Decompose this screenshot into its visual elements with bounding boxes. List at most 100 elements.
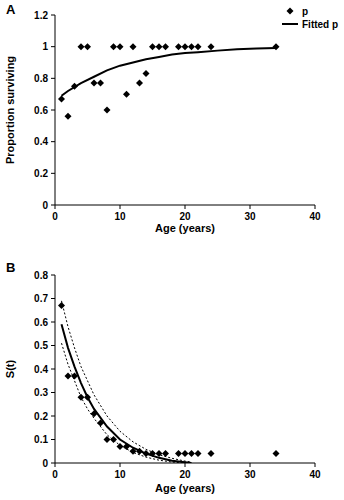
point — [117, 443, 124, 450]
y-tick — [51, 46, 55, 47]
x-tick — [250, 205, 251, 209]
panel: A 0 10 20 30 40 0 0.2 0.4 0.6 0.8 1 1.2 Age (years) Pr… — [4, 2, 338, 234]
x-tick — [185, 463, 186, 467]
point — [175, 450, 182, 457]
y-tick-label: 0.3 — [34, 387, 48, 398]
y-tick-label: 0.5 — [34, 340, 48, 351]
x-tick — [55, 463, 56, 467]
legend-swatch — [287, 8, 294, 15]
x-axis-label: Age (years) — [155, 482, 215, 494]
y-tick — [51, 392, 55, 393]
x-axis-label: Age (years) — [155, 222, 215, 234]
y-tick — [51, 78, 55, 79]
point — [58, 95, 65, 102]
y-tick — [51, 322, 55, 323]
point — [149, 43, 156, 50]
y-tick — [51, 15, 55, 16]
y-tick — [51, 205, 55, 206]
plot-area — [58, 301, 280, 463]
point — [78, 43, 85, 50]
y-tick — [51, 369, 55, 370]
x-tick-label: 40 — [309, 469, 321, 480]
x-tick — [315, 205, 316, 209]
x-tick — [250, 463, 251, 467]
point — [130, 43, 137, 50]
y-tick — [51, 110, 55, 111]
point — [208, 43, 215, 50]
legend-label: Fitted p — [302, 19, 338, 30]
point — [136, 80, 143, 87]
point — [182, 43, 189, 50]
fitted-line — [62, 324, 192, 463]
y-tick — [51, 173, 55, 174]
y-tick-label: 0.7 — [34, 293, 48, 304]
y-axis-label: S(t) — [4, 360, 16, 379]
point — [195, 450, 202, 457]
y-tick-label: 0.2 — [34, 168, 48, 179]
x-tick-label: 20 — [179, 469, 191, 480]
figure: A 0 10 20 30 40 0 0.2 0.4 0.6 0.8 1 1.2 Age (years) Pr… — [0, 0, 344, 500]
y-tick — [51, 463, 55, 464]
y-tick — [51, 439, 55, 440]
y-tick-label: 0.8 — [34, 73, 48, 84]
point — [104, 107, 111, 114]
fitted-line — [62, 48, 277, 96]
point — [123, 91, 130, 98]
y-tick-label: 0.6 — [34, 317, 48, 328]
point — [188, 43, 195, 50]
panel-label: B — [6, 260, 15, 275]
fitted-line — [62, 343, 192, 463]
point — [58, 302, 65, 309]
point — [117, 43, 124, 50]
point — [143, 70, 150, 77]
y-tick-label: 0.6 — [34, 105, 48, 116]
x-tick-label: 30 — [244, 469, 256, 480]
y-tick-label: 0 — [42, 458, 48, 469]
point — [273, 43, 280, 50]
y-tick-label: 0.2 — [34, 411, 48, 422]
point — [91, 80, 98, 87]
x-tick — [185, 205, 186, 209]
point — [110, 43, 117, 50]
point — [175, 43, 182, 50]
y-tick — [51, 345, 55, 346]
point — [104, 436, 111, 443]
point — [156, 43, 163, 50]
point — [195, 43, 202, 50]
x-tick-label: 10 — [114, 211, 126, 222]
y-tick — [51, 416, 55, 417]
y-tick-label: 1 — [42, 41, 48, 52]
point — [65, 113, 72, 120]
point — [97, 80, 104, 87]
point — [110, 436, 117, 443]
x-tick — [315, 463, 316, 467]
x-tick-label: 40 — [309, 211, 321, 222]
panel-label: A — [6, 2, 16, 17]
legend-label: p — [302, 6, 308, 17]
x-tick — [120, 205, 121, 209]
x-tick-label: 0 — [52, 469, 58, 480]
y-axis-label: Proportion surviving — [4, 56, 16, 164]
x-tick-label: 0 — [52, 211, 58, 222]
panel: B01020304000.10.20.30.40.50.60.70.8Age (… — [4, 260, 321, 494]
x-tick-label: 30 — [244, 211, 256, 222]
point — [188, 450, 195, 457]
plot-area — [58, 43, 280, 120]
legend-swatch — [282, 23, 298, 25]
point — [84, 43, 91, 50]
y-tick-label: 0.8 — [34, 270, 48, 281]
y-tick-label: 0.1 — [34, 434, 48, 445]
y-tick-label: 1.2 — [34, 10, 48, 21]
x-tick — [120, 463, 121, 467]
x-tick-label: 10 — [114, 469, 126, 480]
point — [65, 373, 72, 380]
x-tick-label: 20 — [179, 211, 191, 222]
fitted-line — [62, 301, 192, 462]
y-tick — [51, 141, 55, 142]
y-tick-label: 0 — [42, 200, 48, 211]
legend: p Fitted p — [282, 6, 338, 30]
point — [273, 450, 280, 457]
y-tick — [51, 298, 55, 299]
y-tick-label: 0.4 — [34, 136, 48, 147]
x-tick — [55, 205, 56, 209]
